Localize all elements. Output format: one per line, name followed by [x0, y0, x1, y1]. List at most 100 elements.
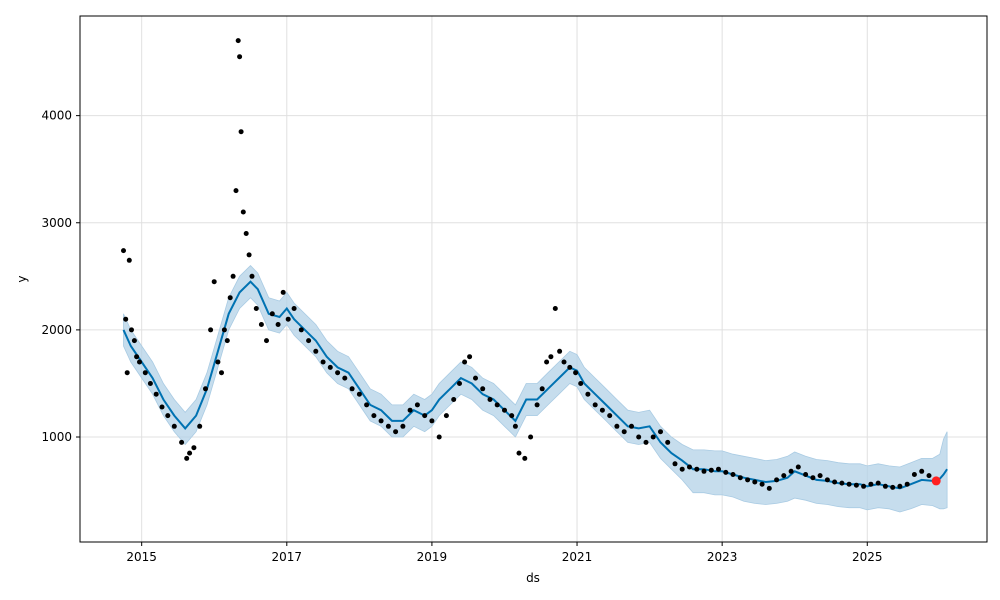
forecast-line [122, 280, 948, 490]
observed-point [121, 248, 126, 254]
observed-point [235, 38, 241, 44]
observed-point [544, 359, 550, 365]
observed-point [219, 370, 224, 376]
plot-area [80, 16, 987, 542]
observed-point [694, 466, 700, 472]
y-tick-label: 1000 [41, 430, 72, 444]
observed-point [687, 464, 692, 470]
observed-point [621, 429, 627, 435]
observed-point [502, 407, 507, 413]
observed-point [737, 475, 743, 481]
x-tick-label: 2019 [417, 550, 448, 564]
observed-point [904, 481, 910, 487]
observed-point [436, 434, 442, 440]
observed-point [882, 483, 888, 489]
observed-point [142, 370, 148, 376]
observed-point [599, 407, 605, 413]
observed-point [126, 257, 132, 263]
observed-point [853, 482, 859, 488]
observed-point [810, 475, 816, 481]
observed-point [522, 455, 528, 461]
observed-point [123, 316, 129, 322]
observed-point [539, 386, 545, 392]
observed-point [364, 402, 370, 408]
observed-point [335, 370, 341, 376]
observed-point [179, 439, 185, 445]
observed-point [745, 477, 751, 483]
x-tick-label: 2021 [562, 550, 593, 564]
observed-point [494, 402, 500, 408]
observed-point [233, 188, 239, 194]
observed-point [342, 375, 348, 381]
observed-point [327, 364, 333, 370]
observed-point [708, 467, 714, 473]
observed-point [253, 306, 259, 311]
observed-point [516, 450, 522, 456]
observed-point [752, 479, 758, 485]
observed-point [280, 289, 286, 295]
observed-point [607, 413, 613, 419]
observed-point [124, 370, 130, 376]
observed-point [650, 434, 656, 440]
observed-point [788, 468, 794, 474]
x-tick-label: 2015 [126, 550, 157, 564]
observed-point [512, 423, 518, 429]
x-axis: 2015 2017 2019 2021 2023 2025 [126, 542, 883, 564]
observed-point [759, 481, 765, 487]
observed-point [473, 375, 478, 381]
observed-points-layer [121, 38, 932, 491]
observed-point [467, 354, 473, 360]
observed-point [165, 413, 171, 419]
observed-point [665, 439, 671, 445]
observed-point [578, 381, 584, 386]
observed-point [487, 397, 493, 402]
observed-point [243, 231, 249, 236]
observed-point [224, 338, 230, 344]
observed-point [400, 423, 406, 429]
observed-point [211, 279, 217, 285]
observed-point [774, 477, 780, 483]
observed-point [919, 468, 925, 474]
observed-point [457, 381, 462, 386]
observed-point [534, 402, 540, 408]
observed-point [298, 327, 304, 333]
observed-point [443, 413, 449, 419]
x-axis-title: ds [526, 571, 540, 585]
observed-point [313, 348, 319, 354]
observed-point [636, 434, 642, 440]
forecast-line-layer [122, 280, 948, 490]
observed-point [509, 413, 515, 419]
observed-point [147, 381, 153, 386]
observed-point [371, 413, 377, 419]
observed-point [592, 402, 598, 408]
observed-point [795, 464, 801, 470]
observed-point [716, 466, 721, 472]
observed-point [781, 473, 787, 479]
observed-point [385, 423, 391, 429]
observed-point [679, 466, 685, 472]
observed-point [839, 480, 845, 486]
uncertainty-band [123, 265, 948, 513]
observed-point [658, 429, 663, 435]
observed-point [730, 472, 736, 477]
observed-point [701, 468, 707, 474]
observed-point [875, 480, 881, 486]
observed-point [552, 306, 558, 311]
y-tick-label: 2000 [41, 323, 72, 337]
observed-point [306, 338, 312, 344]
y-axis-title: y [15, 275, 29, 282]
observed-point [585, 391, 591, 397]
highlight-layer [931, 476, 941, 486]
observed-point [237, 54, 243, 60]
observed-point [356, 391, 362, 397]
observed-point [561, 359, 567, 365]
observed-point [567, 364, 573, 370]
observed-point [528, 434, 534, 440]
uncertainty-band-layer [123, 265, 948, 513]
highlight-point [931, 476, 941, 486]
observed-point [422, 413, 428, 419]
observed-point [817, 473, 823, 479]
observed-point [557, 348, 563, 354]
observed-point [766, 485, 772, 491]
